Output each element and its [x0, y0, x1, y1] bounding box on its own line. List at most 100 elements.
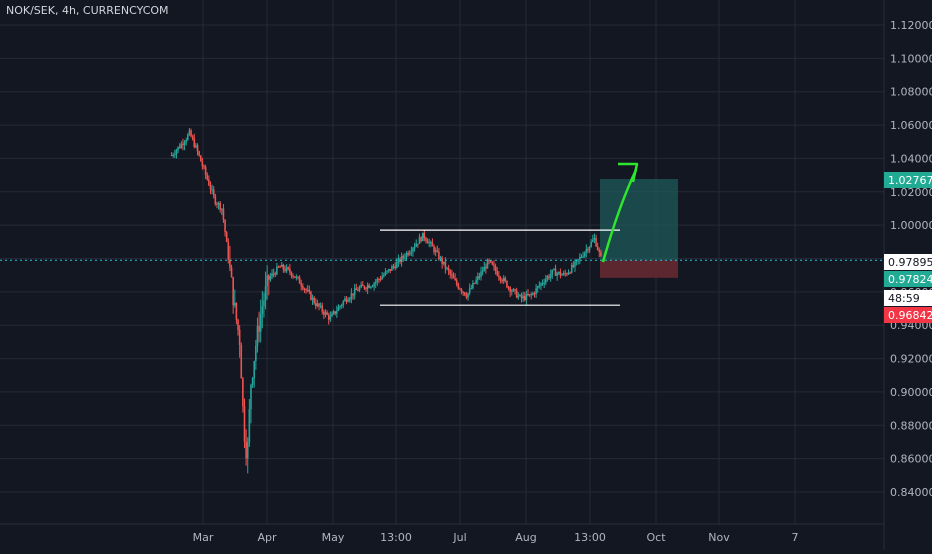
candle-body — [263, 300, 265, 307]
stop-zone — [600, 260, 678, 278]
candle-body — [577, 259, 580, 261]
candle-body — [235, 303, 238, 320]
candle-body — [596, 246, 599, 251]
candle-body — [405, 253, 408, 258]
candle-body — [352, 293, 354, 296]
candle-body — [227, 241, 230, 260]
x-tick-label: Oct — [646, 531, 666, 544]
candle-body — [191, 136, 194, 139]
y-tick-label: 0.90000 — [890, 386, 932, 399]
candle-body — [462, 291, 464, 293]
candle-body — [321, 305, 324, 312]
candle-body — [423, 232, 426, 238]
candle-body — [404, 257, 406, 259]
x-tick-label: 13:00 — [380, 531, 412, 544]
candle-body — [300, 283, 302, 287]
candle-body — [533, 293, 536, 295]
candle-body — [329, 316, 332, 320]
candle-body — [248, 409, 251, 443]
candle-body — [201, 161, 204, 167]
candle-body — [289, 268, 291, 273]
candle-body — [457, 284, 460, 289]
candle-body — [224, 219, 226, 233]
candle-body — [579, 256, 581, 260]
y-tick-label: 1.06000 — [890, 119, 932, 132]
candle-body — [175, 150, 178, 155]
candle-body — [187, 134, 189, 140]
candle-body — [451, 274, 453, 276]
candle-body — [593, 237, 596, 240]
candle-body — [276, 266, 278, 275]
candle-body — [434, 250, 437, 253]
candle-body — [444, 261, 447, 269]
x-tick-label: 7 — [792, 531, 799, 544]
candle-body — [358, 287, 361, 291]
candle-body — [525, 293, 528, 300]
candle-body — [512, 289, 515, 292]
candle-body — [332, 311, 335, 314]
price-marker-label: 0.97895 — [888, 256, 932, 269]
candle-body — [546, 276, 549, 280]
candle-body — [561, 274, 563, 276]
candle-body — [221, 208, 223, 210]
candle-body — [350, 293, 353, 299]
candle-body — [566, 273, 568, 275]
candle-body — [412, 248, 414, 252]
candle-body — [588, 246, 591, 251]
candle-body — [536, 286, 539, 289]
candle-body — [441, 257, 443, 264]
candle-body — [426, 240, 429, 244]
price-marker-label: 48:59 — [888, 292, 920, 305]
candle-body — [413, 246, 416, 249]
candle-body — [323, 311, 325, 315]
candle-body — [478, 276, 481, 278]
candle-body — [316, 303, 319, 306]
candle-body — [295, 276, 298, 278]
candle-body — [502, 278, 505, 282]
candle-body — [230, 267, 233, 278]
candle-body — [324, 312, 327, 315]
candle-body — [464, 292, 466, 296]
candle-body — [514, 289, 516, 291]
candle-body — [587, 249, 589, 251]
candle-body — [327, 314, 330, 320]
candle-body — [480, 271, 482, 277]
candle-body — [592, 239, 594, 242]
candle-body — [302, 286, 304, 289]
candle-body — [553, 268, 555, 270]
candle-body — [238, 329, 241, 346]
price-marker-label: 1.02767 — [888, 174, 932, 187]
candle-body — [583, 252, 586, 257]
candle-body — [185, 139, 187, 143]
candle-body — [373, 283, 375, 287]
candle-body — [313, 297, 315, 304]
candle-body — [357, 290, 359, 292]
candle-body — [326, 312, 328, 315]
candle-body — [572, 264, 575, 267]
candle-body — [574, 261, 576, 267]
candle-body — [347, 300, 349, 302]
candle-body — [438, 251, 440, 260]
candle-body — [494, 266, 497, 271]
candle-body — [374, 281, 377, 284]
candle-body — [170, 155, 173, 157]
candle-body — [271, 273, 273, 277]
candle-body — [468, 288, 471, 294]
candle-body — [507, 287, 510, 289]
candle-body — [564, 273, 567, 275]
candle-body — [217, 202, 220, 205]
candle-body — [522, 296, 524, 299]
x-tick-label: 13:00 — [574, 531, 606, 544]
candle-body — [496, 270, 499, 276]
candle-body — [402, 256, 405, 258]
candle-body — [311, 297, 314, 300]
candle-body — [383, 274, 385, 277]
x-tick-label: Jul — [452, 531, 466, 544]
candle-body — [253, 361, 256, 379]
candle-body — [447, 267, 450, 271]
candle-body — [277, 266, 280, 268]
candle-body — [340, 304, 343, 306]
